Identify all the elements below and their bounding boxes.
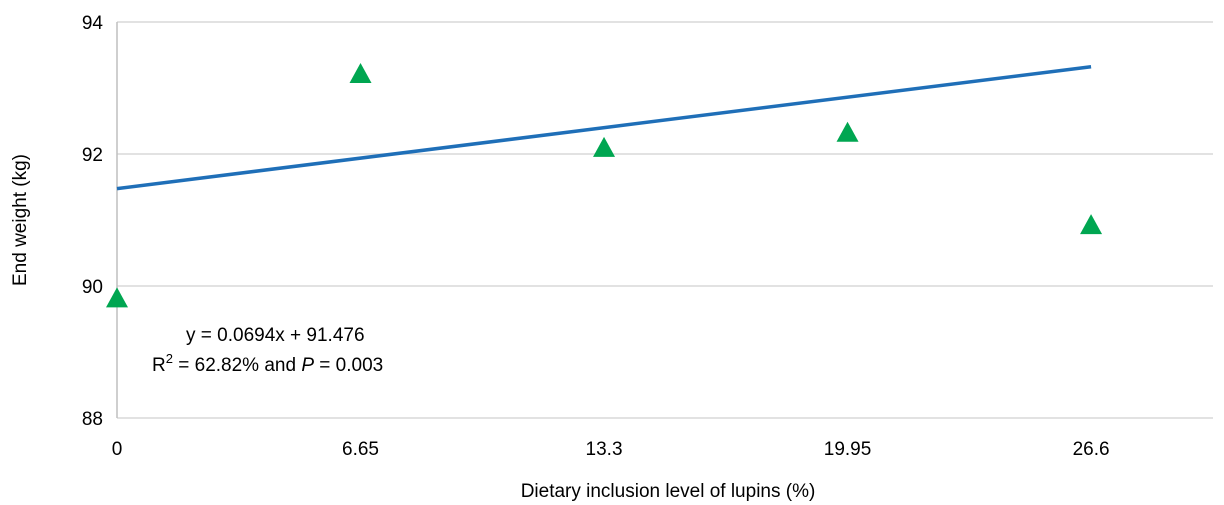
r2-p-annotation: R2 = 62.82% and P = 0.003 (152, 351, 383, 376)
r2-symbol: R (152, 355, 166, 376)
x-tick-label: 26.6 (1073, 439, 1110, 460)
r2-value-text: = 62.82% and (173, 355, 301, 376)
data-point-triangle (349, 62, 372, 83)
x-tick-label: 19.95 (824, 439, 872, 460)
y-tick-labels: 88 90 92 94 (82, 13, 104, 430)
y-tick-label: 94 (82, 13, 104, 34)
data-point-triangle (1080, 214, 1103, 235)
x-tick-label: 0 (112, 439, 123, 460)
data-point-triangle (593, 136, 616, 157)
x-tick-label: 13.3 (586, 439, 623, 460)
x-axis-title: Dietary inclusion level of lupins (%) (521, 481, 816, 502)
trendline (116, 65, 1092, 191)
data-point-triangle (836, 121, 859, 142)
y-tick-label: 90 (82, 277, 103, 298)
data-points (106, 62, 1103, 308)
y-axis-title: End weight (kg) (10, 154, 31, 286)
p-value-text: = 0.003 (314, 355, 383, 376)
y-tick-label: 88 (82, 409, 103, 430)
x-tick-labels: 0 6.65 13.3 19.95 26.6 (112, 439, 1110, 460)
equation-annotation: y = 0.0694x + 91.476 (186, 325, 365, 346)
x-tick-label: 6.65 (342, 439, 379, 460)
gridlines (117, 21, 1213, 419)
y-tick-label: 92 (82, 145, 103, 166)
r2-superscript: 2 (166, 351, 173, 366)
data-point-triangle (106, 287, 128, 308)
p-symbol: P (301, 355, 314, 376)
